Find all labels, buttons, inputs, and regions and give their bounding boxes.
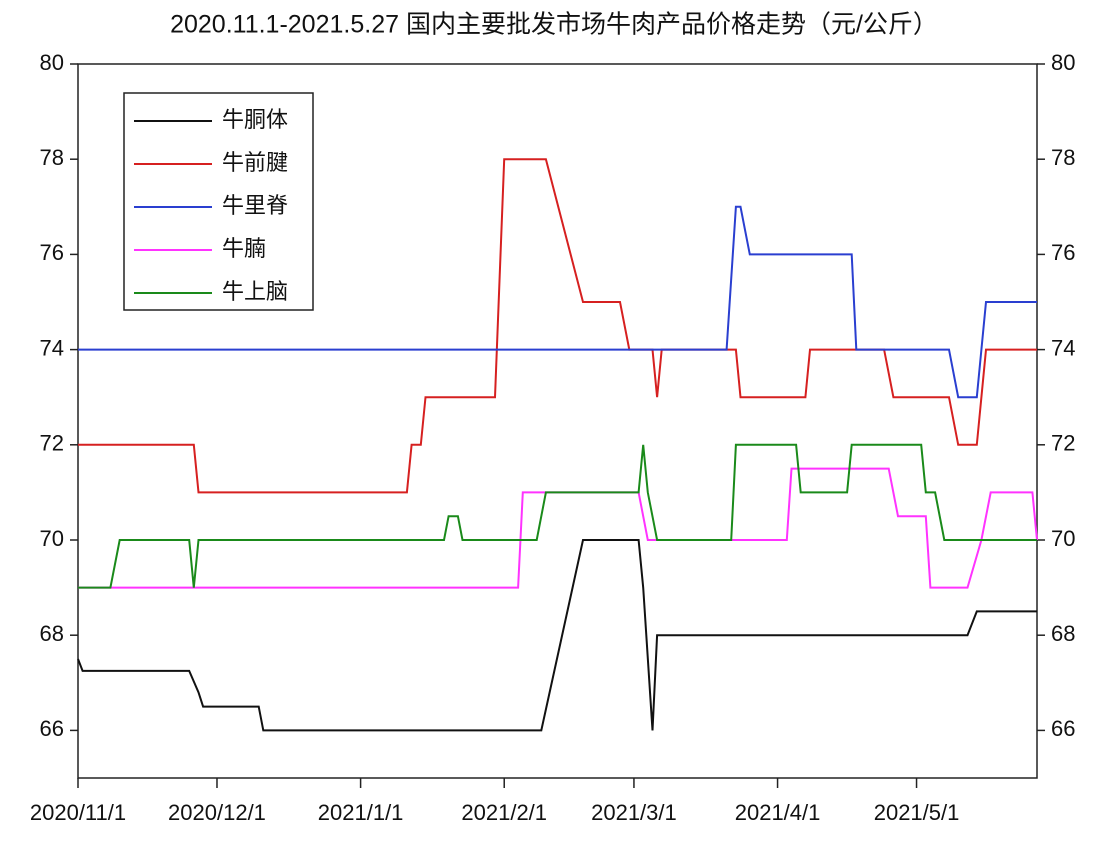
y2-tick-label: 78 [1051, 145, 1075, 170]
x-tick-label: 2021/2/1 [461, 800, 547, 825]
x-tick-label: 2021/4/1 [735, 800, 821, 825]
legend-box [123, 92, 314, 311]
y2-tick-label: 70 [1051, 526, 1075, 551]
plot-frame [77, 63, 1038, 779]
legend-label: 牛腩 [222, 236, 266, 261]
y-tick-label: 72 [40, 431, 64, 456]
y-tick-label: 66 [40, 716, 64, 741]
y2-tick-label: 74 [1051, 335, 1075, 360]
y2-tick-label: 76 [1051, 240, 1075, 265]
chart-title: 2020.11.1-2021.5.27 国内主要批发市场牛肉产品价格走势（元/公… [170, 11, 938, 39]
y-tick-label: 78 [40, 145, 64, 170]
series-line [78, 467, 1038, 589]
y2-tick-label: 72 [1051, 431, 1075, 456]
legend-label: 牛上脑 [222, 279, 288, 304]
series-line [77, 539, 1037, 732]
x-tick-label: 2020/11/1 [30, 800, 126, 825]
legend-label: 牛胴体 [222, 107, 288, 132]
legend-label: 牛里脊 [222, 193, 288, 218]
y2-tick-label: 66 [1051, 716, 1075, 741]
x-tick-label: 2020/12/1 [168, 800, 266, 825]
y-tick-label: 70 [40, 526, 64, 551]
series-line [78, 205, 1037, 399]
y2-tick-label: 68 [1051, 621, 1075, 646]
y2-tick-label: 80 [1051, 50, 1075, 75]
y-tick-label: 68 [40, 621, 64, 646]
y-tick-label: 74 [40, 335, 64, 360]
y-tick-label: 80 [40, 50, 64, 75]
y-tick-label: 76 [40, 240, 64, 265]
x-tick-label: 2021/3/1 [591, 800, 677, 825]
series-line [78, 443, 1037, 589]
x-tick-label: 2021/5/1 [874, 800, 960, 825]
x-tick-label: 2021/1/1 [318, 800, 404, 825]
legend-label: 牛前腱 [222, 150, 288, 175]
